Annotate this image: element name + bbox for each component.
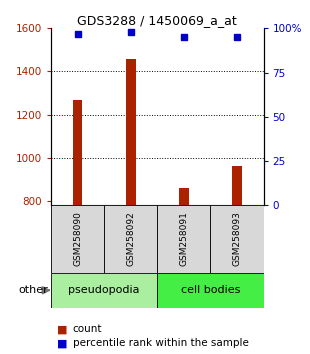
Bar [157,273,264,308]
Text: percentile rank within the sample: percentile rank within the sample [73,338,249,348]
Text: GSM258091: GSM258091 [179,211,188,267]
Text: pseudopodia: pseudopodia [69,285,140,295]
Text: ■: ■ [57,324,68,334]
Bar [179,188,189,205]
Text: GSM258092: GSM258092 [126,212,135,266]
Bar [157,205,210,273]
Text: other: other [18,285,48,295]
Bar [104,205,157,273]
Text: GSM258090: GSM258090 [73,211,82,267]
Text: cell bodies: cell bodies [181,285,240,295]
Bar [73,99,82,205]
Title: GDS3288 / 1450069_a_at: GDS3288 / 1450069_a_at [78,14,237,27]
Bar [51,205,104,273]
Bar [232,166,242,205]
Bar [210,205,264,273]
Text: count: count [73,324,102,334]
Text: GSM258093: GSM258093 [232,211,241,267]
Bar [51,273,157,308]
Bar [126,58,135,205]
Text: ■: ■ [57,338,68,348]
